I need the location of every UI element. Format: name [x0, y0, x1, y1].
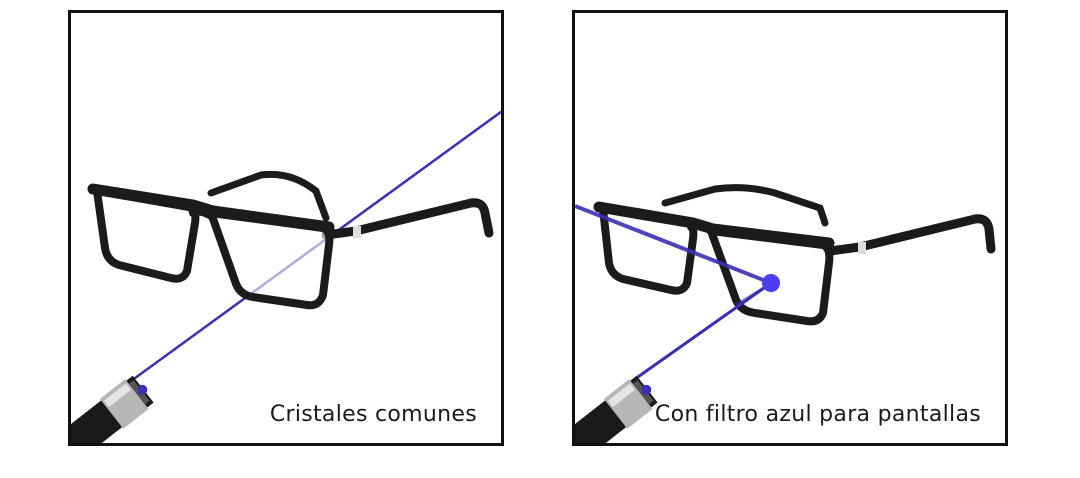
glasses-icon [593, 184, 996, 326]
glasses-illustration [71, 110, 501, 443]
laser-pointer-icon [575, 375, 658, 443]
panel-caption: Con filtro azul para pantallas [654, 402, 981, 427]
glasses-icon [87, 170, 494, 310]
laser-beam [634, 281, 772, 381]
reflected-laser-beam [575, 204, 772, 285]
laser-pointer-icon [71, 375, 154, 443]
panel-caption: Cristales comunes [269, 402, 477, 427]
comparison-panel-common-lenses: Cristales comunes [68, 10, 504, 446]
comparison-panel-blue-filter: Con filtro azul para pantallas [572, 10, 1008, 446]
glasses-illustration [575, 184, 996, 443]
laser-impact-dot [762, 274, 780, 292]
